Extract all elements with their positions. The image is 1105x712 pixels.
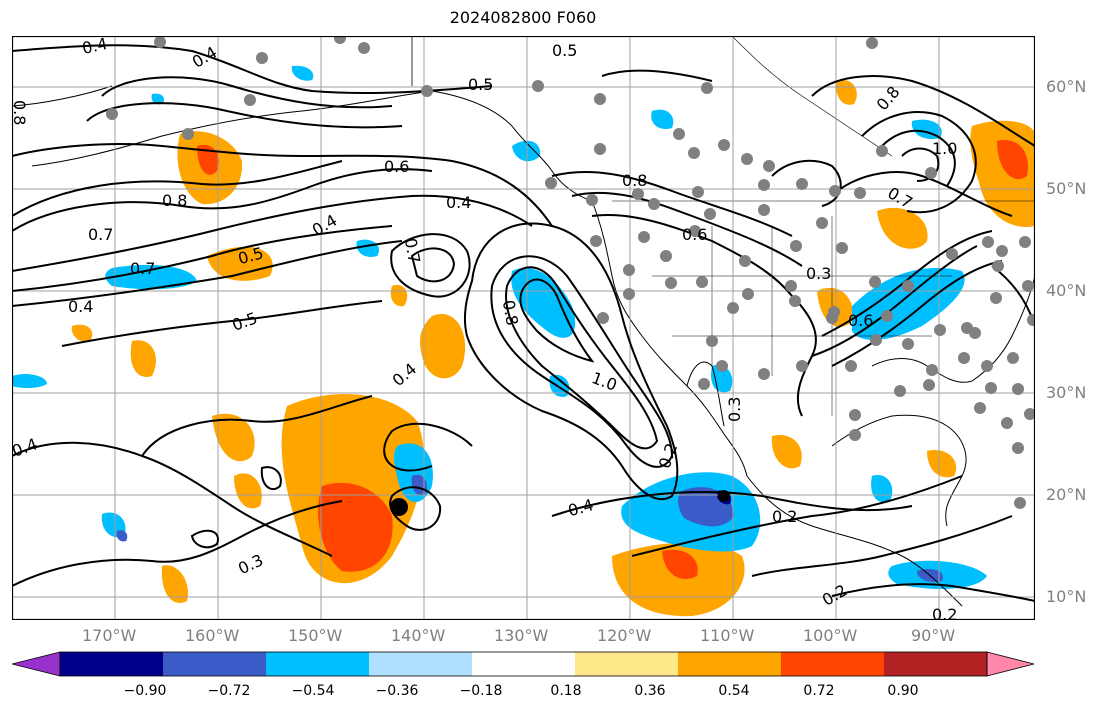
contour-label: 0.7 — [401, 237, 424, 265]
colorbar-tick-label: −0.72 — [207, 683, 251, 699]
colorbar-tick-label: −0.18 — [459, 683, 503, 699]
contour-labels: 0.4 0.5 0.4 0.5 0.8 0.6 0.8 0.7 0.4 0.5 … — [12, 36, 957, 620]
contour-label: 0.3 — [806, 264, 831, 283]
colorbar — [12, 651, 1035, 677]
colorbar-segment — [369, 652, 473, 676]
lon-label: 120°W — [597, 626, 652, 645]
lat-label: 60°N — [1046, 77, 1087, 96]
lon-label: 140°W — [391, 626, 446, 645]
colorbar-segment — [163, 652, 267, 676]
colorbar-tick-label: 0.18 — [550, 683, 582, 699]
lat-label: 30°N — [1046, 383, 1087, 402]
lon-label: 130°W — [494, 626, 549, 645]
contour-label: 0.2 — [772, 507, 797, 526]
map-frame — [12, 36, 1035, 620]
contour-label: 0.7 — [130, 259, 155, 278]
contour-label: 0.5 — [552, 41, 577, 60]
colorbar-segments — [12, 651, 1035, 677]
contour-label: 0.6 — [384, 157, 409, 176]
forecast-map: 0.4 0.5 0.4 0.5 0.8 0.6 0.8 0.7 0.4 0.5 … — [12, 36, 1035, 620]
contour-label: 0.8 — [499, 299, 522, 327]
contour-label: 0.8 — [622, 171, 647, 190]
colorbar-segment — [472, 652, 576, 676]
colorbar-segment — [884, 652, 988, 676]
lon-label: 100°W — [803, 626, 858, 645]
colorbar-tick-label: 0.54 — [718, 683, 750, 699]
positive-shading — [71, 80, 1035, 617]
lat-label: 40°N — [1046, 281, 1087, 300]
colorbar-tick-label: −0.54 — [291, 683, 335, 699]
lat-label: 50°N — [1046, 179, 1087, 198]
colorbar-tick-label: 0.36 — [634, 683, 666, 699]
colorbar-tick-label: 0.90 — [887, 683, 919, 699]
contour-label: 0.4 — [68, 297, 93, 316]
lon-label: 110°W — [700, 626, 755, 645]
storm-center-marker — [390, 498, 408, 516]
map-title: 2024082800 F060 — [449, 8, 597, 27]
colorbar-segment — [678, 652, 782, 676]
contour-label: 0.4 — [80, 36, 109, 58]
colorbar-extend-high — [986, 651, 1035, 677]
station-markers — [106, 36, 1035, 509]
lat-label: 20°N — [1046, 485, 1087, 504]
contour-label: 0.5 — [468, 75, 493, 94]
colorbar-segment — [575, 652, 679, 676]
contour-label: 0.2 — [932, 605, 957, 620]
colorbar-tick-label: −0.90 — [123, 683, 167, 699]
lon-label: 160°W — [185, 626, 240, 645]
lon-label: 150°W — [288, 626, 343, 645]
colorbar-segment — [266, 652, 370, 676]
contours — [12, 44, 1035, 602]
colorbar-segment — [781, 652, 885, 676]
colorbar-tick-label: 0.72 — [803, 683, 835, 699]
contour-label: 0.6 — [682, 225, 707, 244]
colorbar-segment — [60, 652, 164, 676]
contour-label: 0.8 — [162, 191, 187, 210]
contour-label: 0.6 — [848, 311, 873, 330]
lat-label: 10°N — [1046, 587, 1087, 606]
low-center-marker — [718, 490, 730, 502]
colorbar-tick-label: −0.36 — [375, 683, 419, 699]
contour-label: 0.8 — [12, 100, 29, 125]
contour-label: 0.4 — [446, 193, 471, 212]
lon-label: 90°W — [911, 626, 956, 645]
contour-label: 1.0 — [932, 139, 957, 158]
colorbar-extend-low — [12, 651, 61, 677]
colorbar-frame — [59, 651, 988, 677]
contour-label: 0.7 — [88, 225, 113, 244]
contour-label: 0.3 — [725, 397, 744, 422]
lon-label: 170°W — [82, 626, 137, 645]
